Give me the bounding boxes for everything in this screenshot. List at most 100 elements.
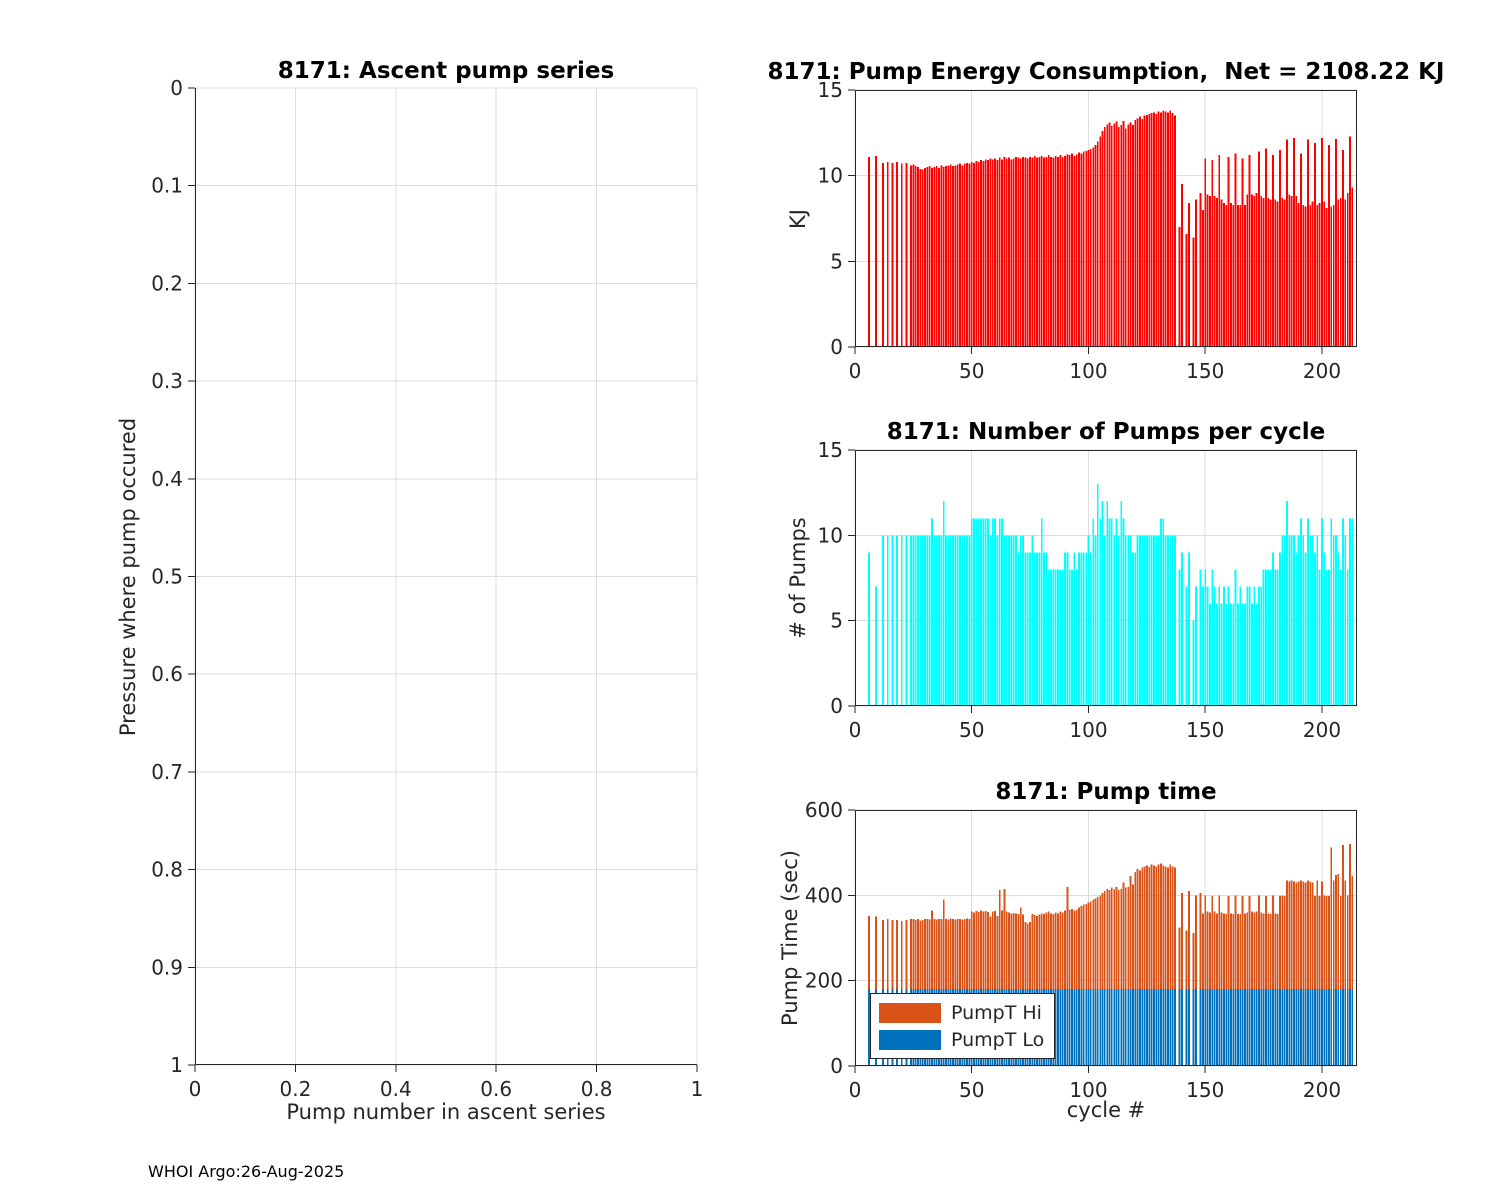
bar bbox=[914, 920, 917, 990]
bar bbox=[970, 518, 973, 706]
bar bbox=[1059, 911, 1062, 990]
bar bbox=[1281, 197, 1284, 347]
bar bbox=[1274, 199, 1277, 347]
bar bbox=[1129, 876, 1132, 990]
bar bbox=[1318, 569, 1321, 706]
bar bbox=[1209, 989, 1211, 1066]
y-tick-label: 0.9 bbox=[151, 955, 183, 979]
bar bbox=[1246, 194, 1249, 347]
bar bbox=[1040, 518, 1043, 706]
bar bbox=[1057, 913, 1060, 990]
bar bbox=[938, 535, 940, 706]
bar bbox=[1267, 197, 1270, 347]
bar bbox=[1155, 989, 1158, 1066]
bar bbox=[1216, 989, 1218, 1066]
bar bbox=[1316, 204, 1319, 347]
bar bbox=[1260, 912, 1263, 990]
x-tick-label: 0 bbox=[849, 1078, 862, 1102]
bar bbox=[1066, 886, 1069, 990]
energy-ylabel: KJ bbox=[786, 208, 810, 229]
bar bbox=[1124, 887, 1127, 990]
bar bbox=[1267, 569, 1270, 706]
bar bbox=[1351, 876, 1354, 990]
bar bbox=[1239, 989, 1242, 1066]
bar bbox=[1260, 989, 1263, 1066]
bar bbox=[1281, 989, 1284, 1066]
bar bbox=[1349, 518, 1351, 706]
bar bbox=[1092, 989, 1095, 1066]
bar bbox=[1045, 552, 1048, 706]
bar bbox=[1164, 535, 1167, 706]
bar bbox=[1209, 603, 1211, 706]
bar bbox=[1237, 914, 1239, 990]
bar bbox=[1001, 518, 1003, 706]
bar bbox=[1061, 912, 1064, 990]
bar bbox=[984, 911, 987, 990]
bar bbox=[1344, 199, 1347, 347]
bar bbox=[900, 163, 903, 347]
bar bbox=[1087, 149, 1090, 347]
bar bbox=[1178, 927, 1181, 990]
bar bbox=[1337, 199, 1340, 347]
bar bbox=[924, 167, 926, 347]
bar bbox=[994, 158, 996, 347]
bar bbox=[875, 586, 877, 706]
y-tick-label: 0 bbox=[830, 694, 843, 718]
bar bbox=[1078, 152, 1081, 347]
bar bbox=[1180, 893, 1183, 990]
bar bbox=[1171, 989, 1174, 1066]
bar bbox=[1089, 149, 1092, 347]
bar bbox=[1316, 880, 1319, 990]
bar bbox=[1096, 141, 1099, 347]
bar bbox=[1068, 909, 1071, 990]
bar bbox=[1106, 124, 1109, 347]
bar bbox=[1349, 989, 1351, 1066]
bar bbox=[1216, 913, 1218, 990]
bar bbox=[1225, 914, 1228, 990]
bar bbox=[982, 518, 985, 706]
bar bbox=[1201, 989, 1204, 1066]
bar bbox=[1043, 552, 1046, 706]
bar bbox=[1026, 923, 1029, 990]
bar bbox=[1267, 913, 1270, 990]
bar bbox=[875, 155, 877, 347]
bar bbox=[1330, 847, 1333, 990]
bar bbox=[954, 165, 957, 347]
bar bbox=[1251, 603, 1253, 706]
bar bbox=[1152, 112, 1155, 347]
footer-text: WHOI Argo:26-Aug-2025 bbox=[148, 1162, 345, 1181]
bar bbox=[1127, 886, 1130, 990]
bar bbox=[1019, 907, 1022, 990]
bar bbox=[1145, 865, 1148, 990]
bar bbox=[1075, 989, 1078, 1066]
bar bbox=[966, 162, 968, 347]
bar bbox=[996, 915, 999, 990]
bar bbox=[900, 535, 903, 706]
bar bbox=[921, 535, 924, 706]
bar bbox=[1040, 913, 1043, 990]
bar bbox=[1152, 535, 1155, 706]
bar bbox=[1325, 569, 1328, 706]
bar bbox=[1005, 158, 1008, 347]
bar bbox=[935, 166, 938, 347]
bar bbox=[1258, 586, 1260, 706]
y-tick-label: 5 bbox=[830, 249, 843, 273]
bar bbox=[1309, 989, 1312, 1066]
bar bbox=[1269, 199, 1272, 347]
ascent-plot-title: 8171: Ascent pump series bbox=[277, 58, 615, 84]
bar bbox=[928, 535, 931, 706]
bar bbox=[1276, 914, 1279, 990]
bar bbox=[1122, 120, 1125, 347]
bar bbox=[1220, 912, 1223, 990]
bar bbox=[1309, 535, 1312, 706]
bar bbox=[1267, 989, 1270, 1066]
bar bbox=[1078, 989, 1081, 1066]
bar bbox=[1260, 196, 1263, 347]
bar bbox=[1138, 116, 1141, 347]
y-tick-label: 0 bbox=[170, 76, 183, 100]
bar bbox=[1272, 895, 1274, 990]
bar bbox=[1304, 882, 1307, 990]
bar bbox=[1258, 895, 1260, 990]
bar bbox=[1211, 896, 1214, 990]
